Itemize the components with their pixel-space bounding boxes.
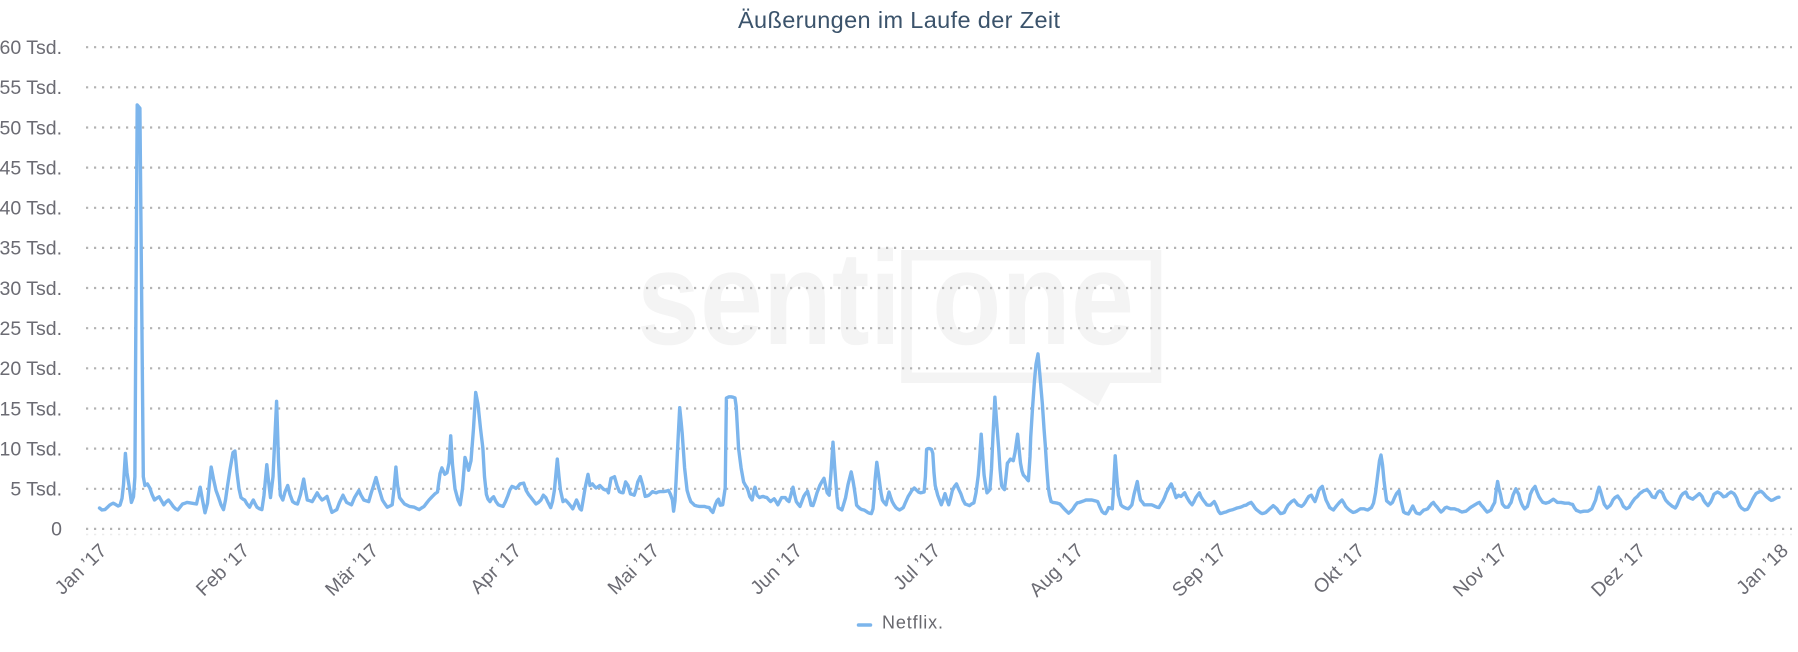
svg-text:45 Tsd.: 45 Tsd. (0, 157, 62, 179)
svg-text:0: 0 (51, 519, 62, 541)
svg-text:5 Tsd.: 5 Tsd. (10, 479, 62, 501)
svg-text:35 Tsd.: 35 Tsd. (0, 238, 62, 260)
svg-text:55 Tsd.: 55 Tsd. (0, 77, 62, 99)
svg-text:Netflix.: Netflix. (882, 612, 943, 632)
svg-text:senti: senti (637, 225, 901, 373)
svg-text:40 Tsd.: 40 Tsd. (0, 198, 62, 220)
svg-text:10 Tsd.: 10 Tsd. (0, 438, 62, 460)
svg-text:30 Tsd.: 30 Tsd. (0, 278, 62, 300)
svg-text:25 Tsd.: 25 Tsd. (0, 318, 62, 340)
svg-text:one: one (932, 225, 1134, 373)
svg-text:50 Tsd.: 50 Tsd. (0, 117, 62, 139)
svg-text:60 Tsd.: 60 Tsd. (0, 37, 62, 59)
svg-text:20 Tsd.: 20 Tsd. (0, 358, 62, 380)
svg-text:Äußerungen im Laufe der Zeit: Äußerungen im Laufe der Zeit (738, 7, 1060, 33)
svg-text:15 Tsd.: 15 Tsd. (0, 398, 62, 420)
